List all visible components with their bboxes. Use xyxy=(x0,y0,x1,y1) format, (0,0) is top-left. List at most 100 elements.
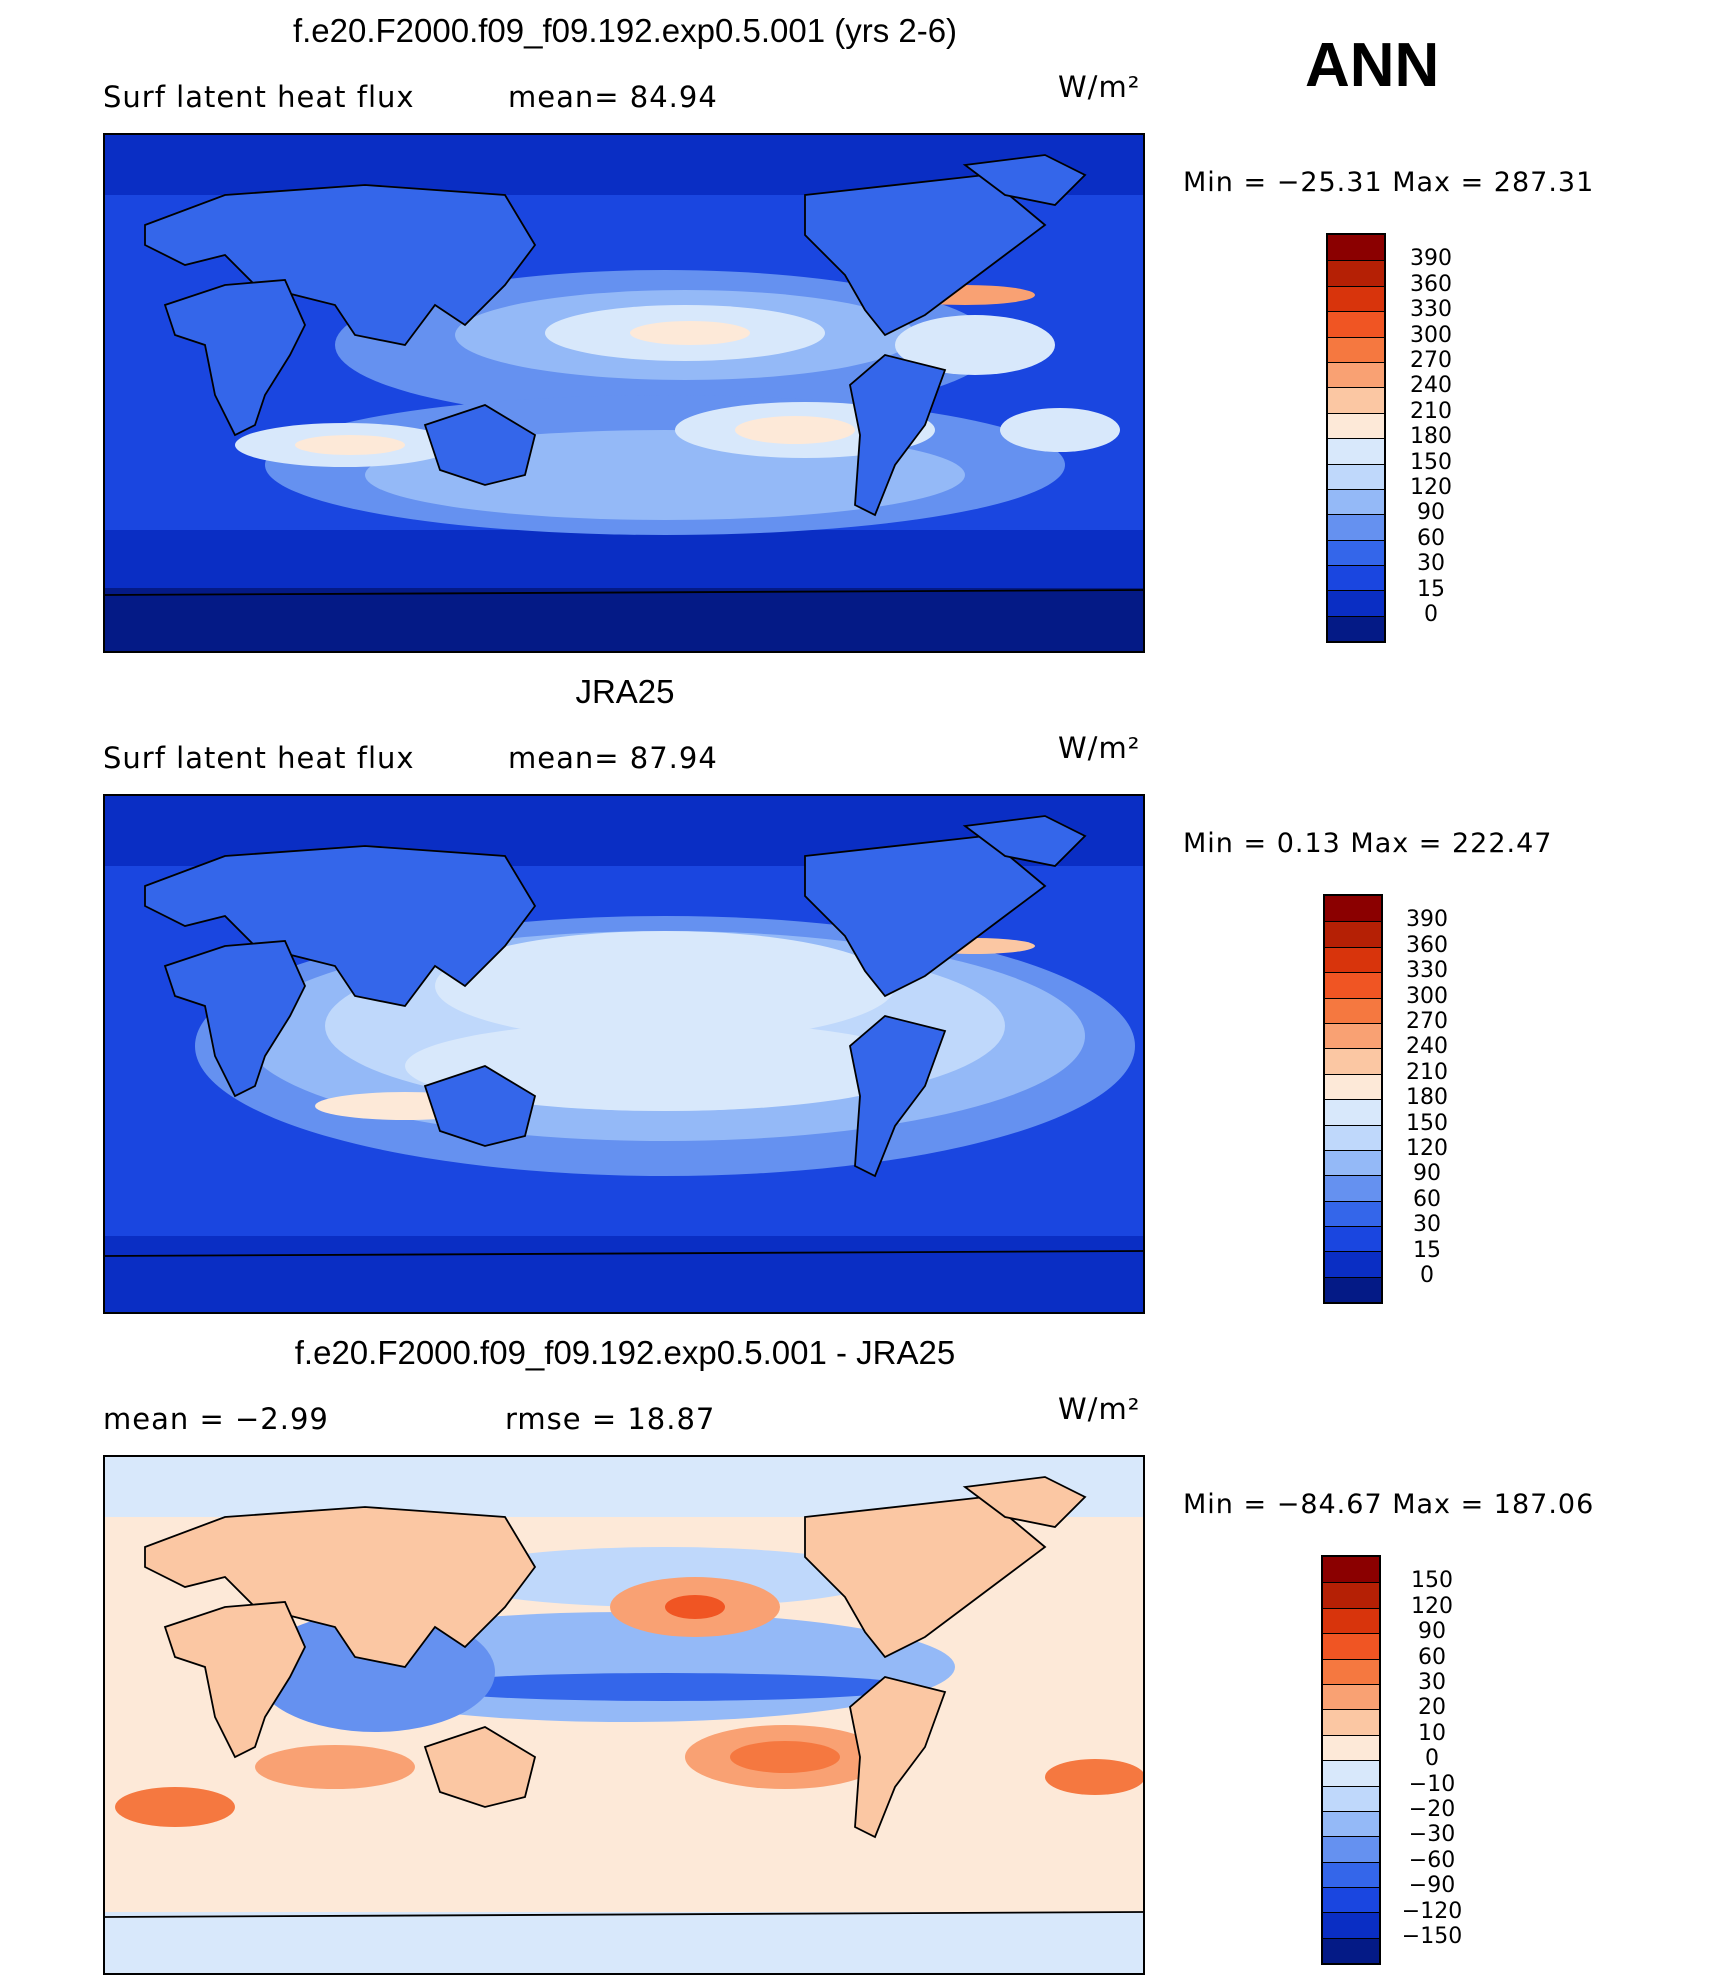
panel-2-units: W/m² xyxy=(1058,731,1141,765)
colorbar-segment xyxy=(1325,1099,1381,1125)
colorbar-segment xyxy=(1325,1175,1381,1201)
colorbar-tick-label: −20 xyxy=(1408,1797,1456,1822)
colorbar-segment xyxy=(1328,590,1384,616)
colorbar-segment xyxy=(1328,412,1384,439)
antarctic-band xyxy=(105,1912,1143,1973)
colorbar-tick-label: 0 xyxy=(1424,602,1438,627)
colorbar-segment xyxy=(1325,946,1381,973)
colorbar-segment xyxy=(1325,1276,1381,1303)
panel-3-units: W/m² xyxy=(1058,1392,1141,1426)
colorbar-tick-label: 0 xyxy=(1420,1263,1434,1288)
colorbar-tick-label: 150 xyxy=(1411,1568,1453,1594)
colorbar-segment xyxy=(1325,1149,1381,1176)
colorbar-tick-label: 150 xyxy=(1406,1110,1448,1136)
colorbar-segment xyxy=(1328,260,1384,286)
colorbar-tick-label: 240 xyxy=(1406,1034,1448,1060)
panel-3-mean: mean = −2.99 xyxy=(103,1402,329,1436)
colorbar-segment xyxy=(1328,387,1384,413)
north-america xyxy=(804,1496,1047,1659)
eurasia xyxy=(144,1506,537,1668)
colorbar-segment xyxy=(1323,1734,1379,1761)
eurasia xyxy=(144,184,537,346)
panel-1-colorbar xyxy=(1326,233,1386,644)
antarctic-band xyxy=(105,585,1143,651)
colorbar-tick-label: 360 xyxy=(1406,932,1448,958)
colorbar-tick-label: 330 xyxy=(1406,958,1448,984)
colorbar-tick-label: 360 xyxy=(1410,271,1452,297)
colorbar-segment xyxy=(1323,1887,1379,1913)
colorbar-tick-label: 120 xyxy=(1411,1593,1453,1619)
colorbar-segment xyxy=(1323,1836,1379,1862)
colorbar-tick-label: 150 xyxy=(1410,449,1452,475)
colorbar-tick-label: 90 xyxy=(1413,1161,1441,1187)
north-pacific-negative xyxy=(445,1547,885,1607)
africa xyxy=(163,940,306,1098)
panel-2-title: JRA25 xyxy=(575,673,675,710)
antarctica-coast xyxy=(105,589,1143,596)
colorbar-tick-label: 180 xyxy=(1410,424,1452,450)
north-pacific-peak xyxy=(630,321,750,345)
colorbar-tick-label: 240 xyxy=(1410,373,1452,399)
colorbar-segment xyxy=(1325,1048,1381,1074)
colorbar-segment xyxy=(1328,539,1384,566)
colorbar-segment xyxy=(1328,285,1384,312)
indian-ocean-negative xyxy=(255,1612,495,1732)
colorbar-tick-label: 90 xyxy=(1417,500,1445,526)
colorbar-segment xyxy=(1323,1810,1379,1837)
colorbar-segment xyxy=(1328,565,1384,591)
panel-1-minmax: Min = −25.31 Max = 287.31 xyxy=(1183,167,1595,198)
colorbar-segment xyxy=(1325,972,1381,998)
colorbar-segment xyxy=(1323,1861,1379,1888)
south-atlantic-max xyxy=(1000,408,1120,452)
antarctica-coast xyxy=(105,1911,1143,1918)
colorbar-tick-label: −120 xyxy=(1401,1898,1463,1924)
north-atlantic-max xyxy=(895,315,1055,375)
itcz-strong-negative xyxy=(415,1673,915,1701)
colorbar-tick-label: 60 xyxy=(1417,525,1445,551)
colorbar-segment xyxy=(1323,1912,1379,1938)
africa xyxy=(163,1601,306,1759)
colorbar-segment xyxy=(1328,514,1384,540)
greenland xyxy=(962,815,1087,867)
australia xyxy=(423,404,537,486)
continents xyxy=(105,1476,1143,1918)
colorbar-segment xyxy=(1323,1937,1379,1964)
colorbar-segment xyxy=(1328,438,1384,464)
colorbar-tick-label: 15 xyxy=(1413,1237,1441,1263)
colorbar-segment xyxy=(1328,615,1384,642)
antarctica-coast xyxy=(105,1250,1143,1257)
colorbar-tick-label: 15 xyxy=(1417,576,1445,602)
africa xyxy=(163,279,306,437)
colorbar-tick-label: 60 xyxy=(1413,1186,1441,1212)
colorbar-segment xyxy=(1328,336,1384,362)
greenland xyxy=(962,154,1087,206)
australia xyxy=(423,1726,537,1808)
continents xyxy=(105,815,1143,1257)
colorbar-segment xyxy=(1323,1683,1379,1710)
colorbar-segment xyxy=(1328,463,1384,489)
colorbar-tick-label: −60 xyxy=(1408,1847,1456,1873)
colorbar-segment xyxy=(1325,1226,1381,1252)
panel-3-title: f.e20.F2000.f09_f09.192.exp0.5.001 - JRA… xyxy=(294,1334,956,1371)
panel-3-rmse: rmse = 18.87 xyxy=(505,1402,716,1436)
panel-1-units: W/m² xyxy=(1058,70,1141,104)
colorbar-segment xyxy=(1325,997,1381,1023)
colorbar-segment xyxy=(1328,311,1384,337)
panel-1-variable: Surf latent heat flux xyxy=(103,80,415,114)
colorbar-tick-label: 300 xyxy=(1406,983,1448,1009)
panel-1-map-svg xyxy=(105,135,1143,651)
panel-2-minmax: Min = 0.13 Max = 222.47 xyxy=(1183,828,1553,859)
colorbar-segment xyxy=(1328,361,1384,388)
colorbar-tick-label: 30 xyxy=(1413,1212,1441,1238)
colorbar-segment xyxy=(1323,1658,1379,1684)
colorbar-segment xyxy=(1328,235,1384,261)
colorbar-tick-label: 270 xyxy=(1406,1009,1448,1034)
colorbar-segment xyxy=(1325,1251,1381,1277)
indian-ocean-peak xyxy=(295,435,405,455)
panel-3-minmax: Min = −84.67 Max = 187.06 xyxy=(1183,1489,1595,1520)
colorbar-segment xyxy=(1323,1785,1379,1811)
colorbar-segment xyxy=(1323,1709,1379,1735)
colorbar-tick-label: 120 xyxy=(1410,475,1452,500)
south-pacific-max xyxy=(405,1021,925,1111)
panel-1-title: f.e20.F2000.f09_f09.192.exp0.5.001 (yrs … xyxy=(292,12,958,49)
